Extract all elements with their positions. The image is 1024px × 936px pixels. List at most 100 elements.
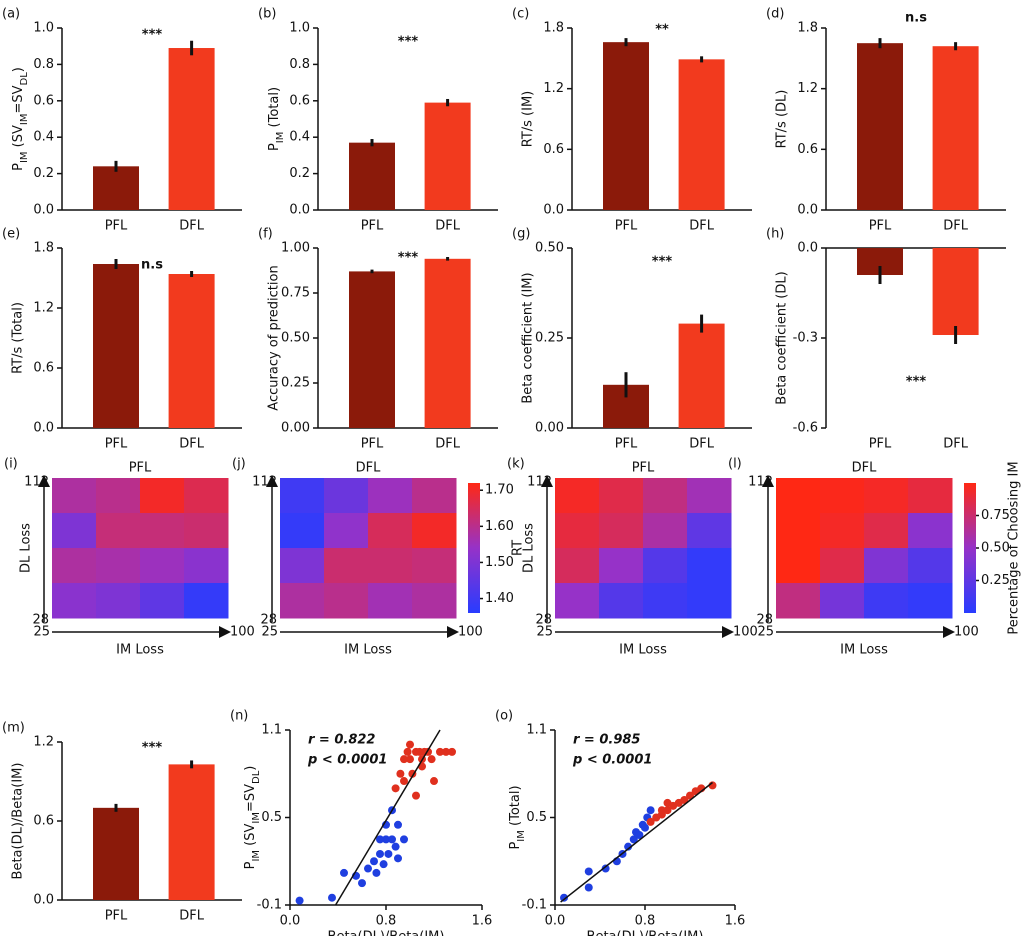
y-tick-label: 1.2 bbox=[33, 735, 54, 750]
x-tick-label: DFL bbox=[689, 437, 714, 452]
y-tick-label: 0.6 bbox=[33, 814, 54, 829]
y-tick-label: -0.1 bbox=[257, 898, 282, 913]
colorbar-label: Percentage of Choosing IM bbox=[1007, 461, 1022, 634]
y-tick-label: 28 bbox=[32, 613, 49, 628]
heatmap-cell bbox=[687, 478, 732, 514]
x-axis-label: IM Loss bbox=[840, 643, 888, 658]
y-tick-label: 28 bbox=[260, 613, 277, 628]
panel-label: (n) bbox=[230, 709, 248, 724]
point bbox=[394, 854, 402, 863]
x-tick-label: 25 bbox=[757, 625, 774, 640]
heatmap-cell bbox=[324, 583, 369, 619]
heatmap-title: DFL bbox=[852, 461, 877, 476]
y-tick-label: 0.4 bbox=[33, 130, 54, 145]
y-tick-label: 0.0 bbox=[33, 203, 54, 218]
point bbox=[641, 823, 649, 832]
heatmap-cell bbox=[368, 478, 413, 514]
y-tick-label: 112 bbox=[252, 475, 277, 490]
bar bbox=[678, 59, 725, 210]
y-axis-label-part: IM bbox=[275, 132, 286, 144]
heatmap-cell bbox=[599, 548, 644, 584]
y-tick-label: 28 bbox=[535, 613, 552, 628]
y-tick-label: 0.6 bbox=[289, 93, 310, 108]
y-tick-label: 1.1 bbox=[261, 723, 282, 738]
heatmap-cell bbox=[412, 513, 457, 549]
heatmap-cell bbox=[599, 513, 644, 549]
heatmap-cell bbox=[52, 583, 97, 619]
panel-label: (i) bbox=[4, 457, 18, 472]
heatmap-cell bbox=[324, 513, 369, 549]
panel-label: (e) bbox=[2, 227, 20, 242]
x-tick-label: PFL bbox=[361, 219, 384, 234]
statistic: p < 0.0001 bbox=[572, 753, 652, 768]
y-axis-label: PIM (SVIM=SVDL) bbox=[11, 67, 30, 171]
heatmap-cell bbox=[864, 513, 909, 549]
point bbox=[663, 798, 672, 807]
x-tick-label: 1.6 bbox=[725, 914, 746, 929]
y-tick-label: -0.6 bbox=[793, 421, 818, 436]
x-tick-label: 1.6 bbox=[472, 914, 493, 929]
heatmap-cell bbox=[96, 478, 141, 514]
significance: *** bbox=[142, 28, 163, 43]
x-axis-label: Beta(DL)/Beta(IM) bbox=[328, 930, 445, 936]
point bbox=[391, 842, 400, 851]
x-axis-label: IM Loss bbox=[344, 643, 392, 658]
y-tick-label: 0.25 bbox=[281, 376, 310, 391]
bar bbox=[349, 271, 395, 428]
y-tick-label: 1.00 bbox=[281, 241, 310, 256]
point bbox=[382, 835, 390, 844]
y-tick-label: 0.0 bbox=[797, 203, 818, 218]
heatmap-cell bbox=[412, 583, 457, 619]
point bbox=[427, 755, 436, 764]
x-tick-label: 100 bbox=[458, 625, 483, 640]
x-tick-label: 25 bbox=[536, 625, 553, 640]
y-tick-label: 1.2 bbox=[543, 81, 564, 96]
y-tick-label: 1.2 bbox=[797, 81, 818, 96]
heatmap-cell bbox=[96, 548, 141, 584]
point bbox=[584, 867, 593, 876]
heatmap-cell bbox=[908, 478, 953, 514]
heatmap-cell bbox=[643, 513, 688, 549]
bar bbox=[932, 248, 979, 335]
significance: *** bbox=[652, 255, 673, 270]
y-axis-label-part: ) bbox=[11, 67, 26, 72]
point bbox=[403, 747, 412, 756]
y-axis-label-part: (SV bbox=[11, 125, 26, 151]
y-tick-label: 0.8 bbox=[33, 57, 54, 72]
heatmap-cell bbox=[184, 548, 229, 584]
point bbox=[646, 806, 655, 815]
point bbox=[601, 864, 610, 873]
heatmap-cell bbox=[908, 548, 953, 584]
point bbox=[295, 896, 304, 905]
y-tick-label: 0.5 bbox=[261, 810, 282, 825]
y-axis-label: PIM (Total) bbox=[267, 87, 286, 151]
x-tick-label: DFL bbox=[179, 219, 204, 234]
point bbox=[400, 777, 408, 786]
point bbox=[436, 747, 444, 756]
y-tick-label: 0.8 bbox=[289, 57, 310, 72]
colorbar-tick-label: 1.50 bbox=[485, 555, 514, 570]
bar bbox=[93, 264, 139, 428]
heatmap-cell bbox=[555, 513, 600, 549]
y-axis-label-part: IM bbox=[516, 830, 527, 842]
heatmap-cell bbox=[184, 583, 229, 619]
y-tick-label: 0.6 bbox=[33, 361, 54, 376]
heatmap-cell bbox=[555, 548, 600, 584]
y-axis-label-part: IM bbox=[19, 151, 30, 163]
point bbox=[406, 740, 414, 749]
y-tick-label: 0.0 bbox=[33, 421, 54, 436]
significance: *** bbox=[398, 35, 419, 50]
heatmap-cell bbox=[368, 548, 413, 584]
point bbox=[388, 835, 396, 844]
y-axis-label: RT/s (IM) bbox=[521, 91, 536, 148]
y-axis-label-part: DL bbox=[19, 72, 30, 86]
colorbar-tick-label: 1.60 bbox=[485, 519, 514, 534]
y-tick-label: 1.8 bbox=[33, 241, 54, 256]
heatmap-cell bbox=[908, 513, 953, 549]
y-tick-label: 0.50 bbox=[281, 331, 310, 346]
point bbox=[406, 755, 414, 764]
bar bbox=[424, 258, 471, 428]
significance: *** bbox=[398, 251, 419, 266]
y-axis-label: PIM (SVIM=SVDL) bbox=[243, 766, 262, 870]
bar bbox=[603, 42, 649, 211]
